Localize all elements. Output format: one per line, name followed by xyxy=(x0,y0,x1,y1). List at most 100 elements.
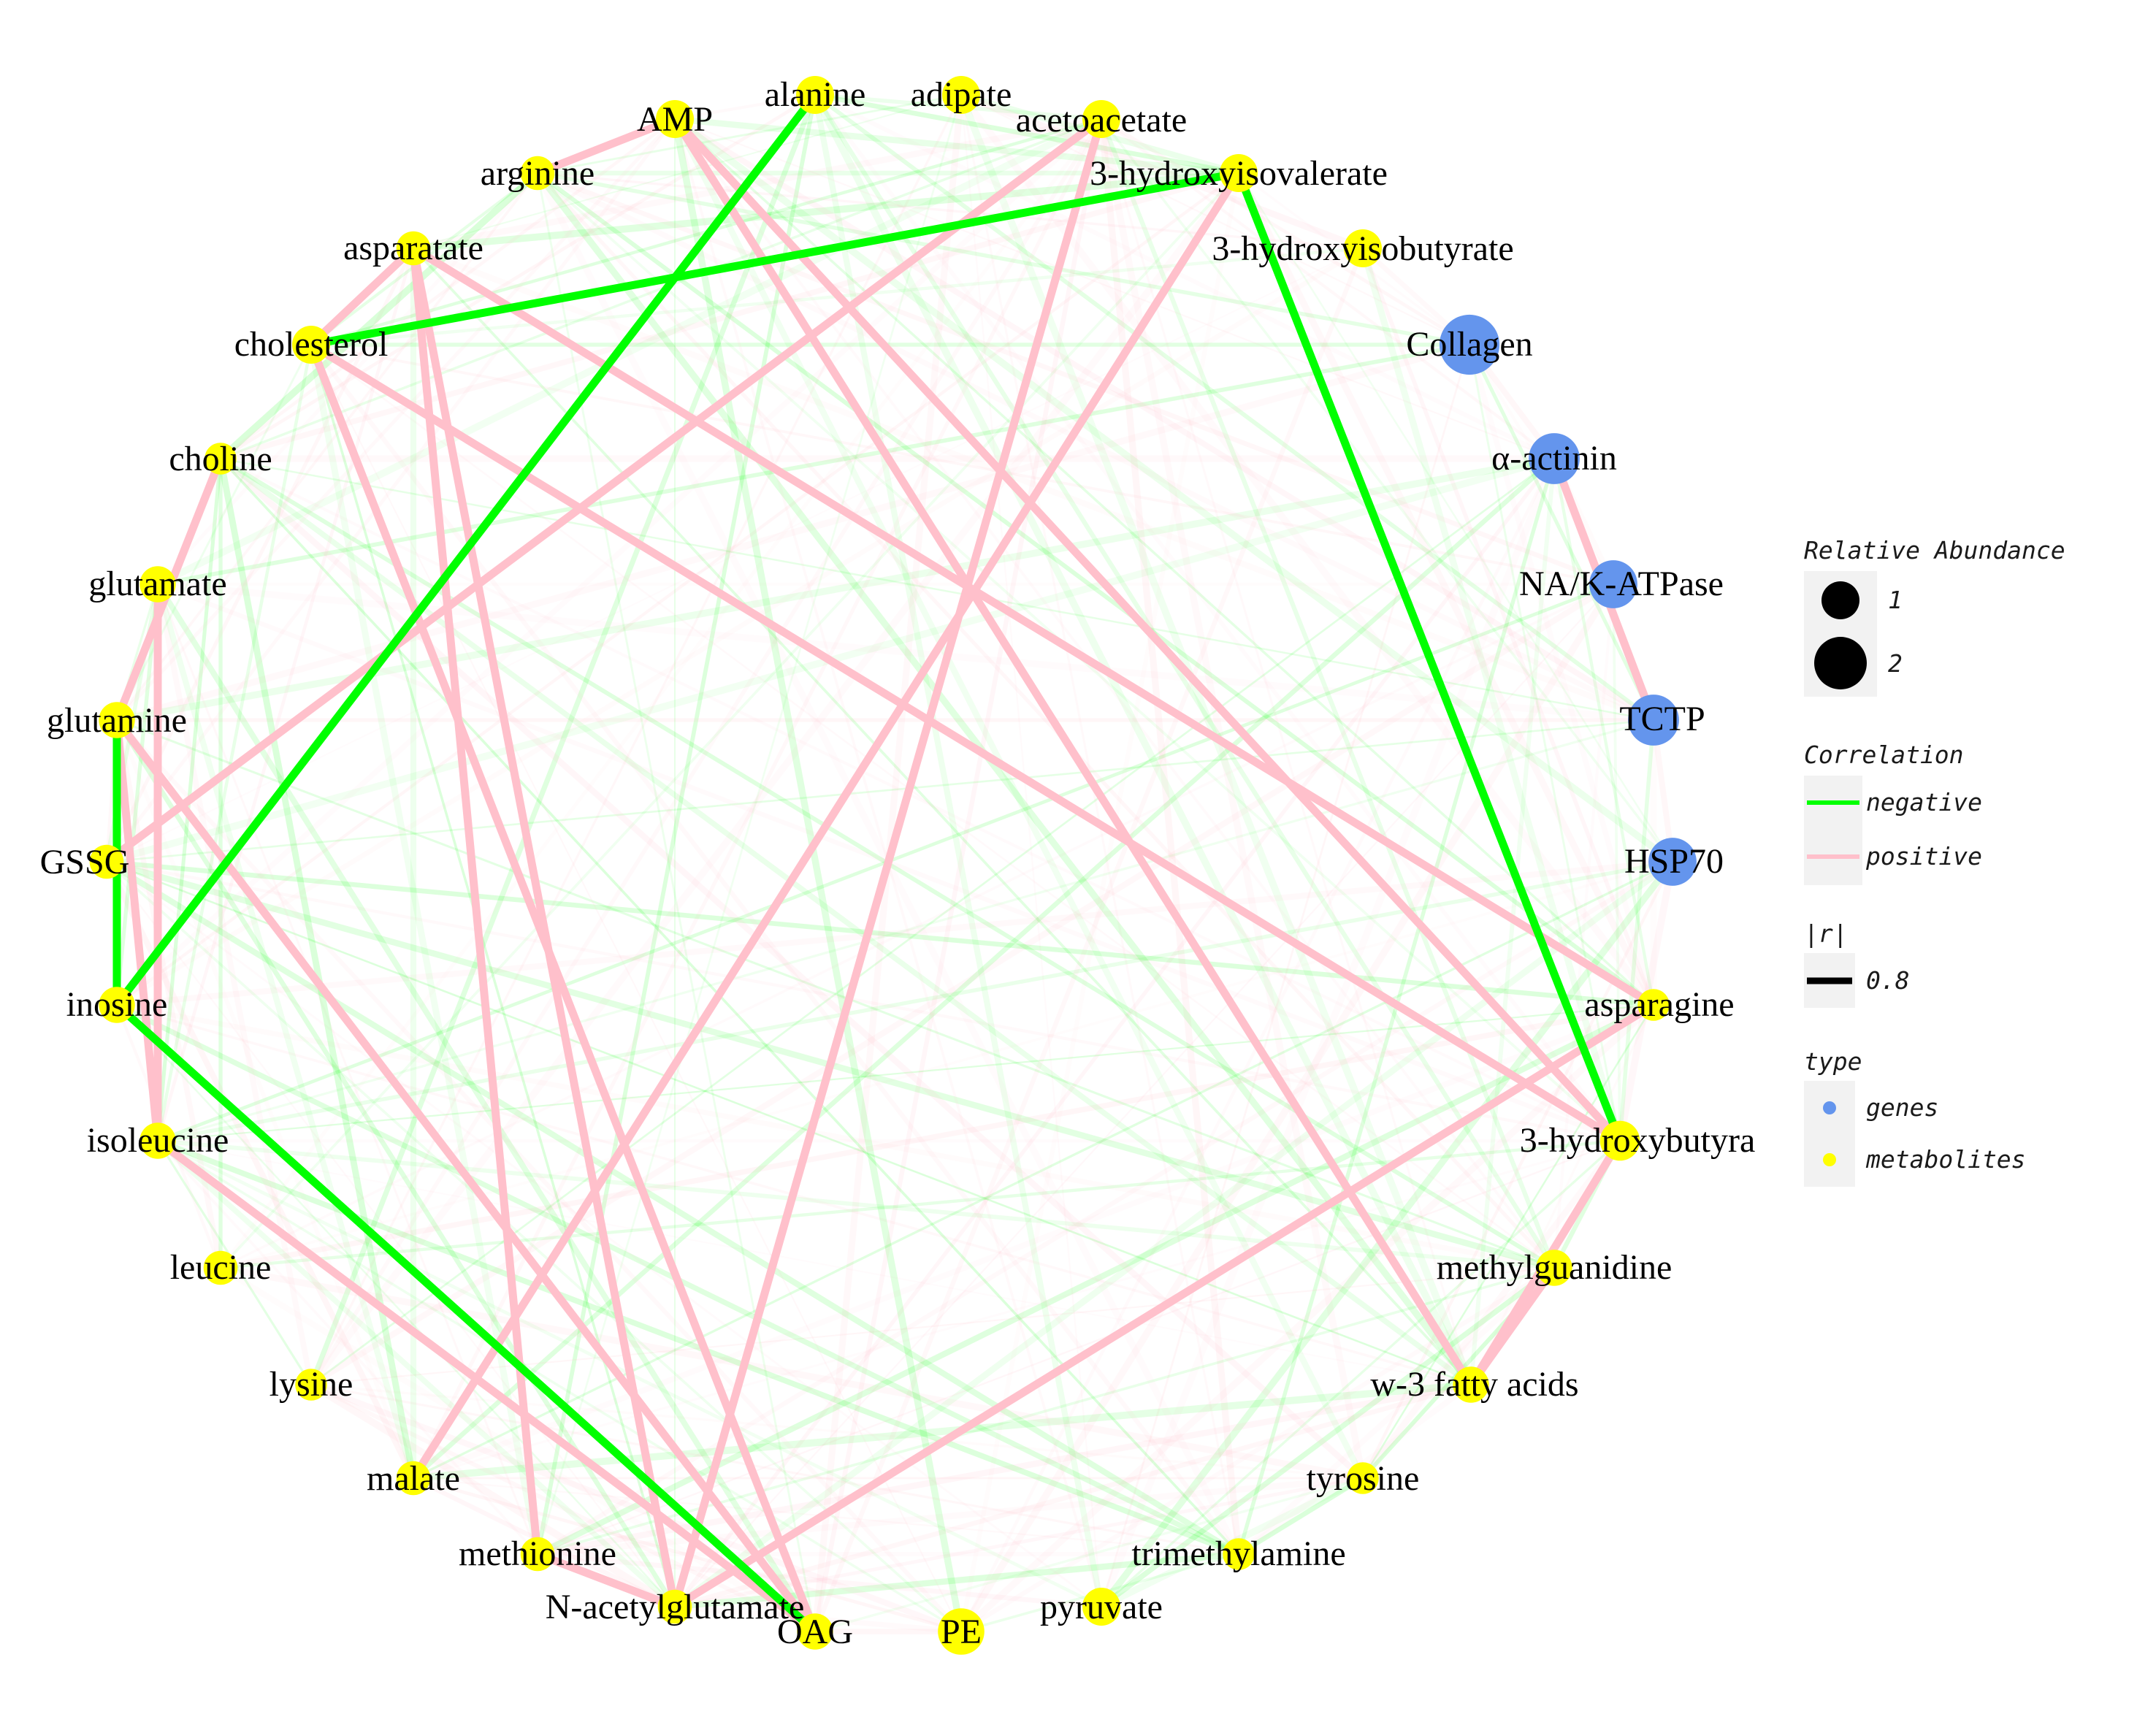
faint-edge xyxy=(106,248,1364,862)
node-label: malate xyxy=(367,1459,460,1498)
faint-edge xyxy=(412,245,1655,723)
faint-edge xyxy=(535,94,817,1555)
node-metabolites xyxy=(520,156,555,191)
node-metabolites xyxy=(99,987,135,1023)
faint-edge xyxy=(105,118,676,863)
faint-edge xyxy=(308,171,1242,1387)
faint-edge xyxy=(536,171,1655,1007)
legend-genes-label: genes xyxy=(1866,1093,1938,1122)
faint-edge xyxy=(308,93,818,1386)
node-metabolites xyxy=(657,1589,692,1624)
faint-edge xyxy=(115,584,160,1006)
edge-positive xyxy=(153,1136,819,1636)
faint-edge xyxy=(960,94,1470,345)
faint-edge xyxy=(812,118,1104,1632)
faint-edge xyxy=(156,248,416,1141)
faint-edge xyxy=(674,118,1555,459)
faint-edge xyxy=(1468,344,1621,1141)
faint-edge xyxy=(814,92,1239,176)
node-label: methylguanidine xyxy=(1437,1248,1673,1287)
faint-edge xyxy=(1361,247,1656,1006)
faint-edge xyxy=(1237,172,1674,862)
node-label: α-actinin xyxy=(1491,439,1617,478)
faint-edge xyxy=(218,456,1365,1481)
edge-positive xyxy=(409,244,1658,1009)
faint-edge xyxy=(537,93,962,175)
node-genes xyxy=(1439,314,1500,375)
legend-positive-label: positive xyxy=(1865,842,1982,871)
node-metabolites xyxy=(656,100,694,138)
node-label: 3-hydroxyisobutyrate xyxy=(1212,229,1513,268)
faint-edge xyxy=(218,456,1473,1388)
edge-positive xyxy=(409,244,679,1611)
faint-edge xyxy=(536,172,817,1632)
faint-edge xyxy=(115,172,1240,1006)
faint-edge xyxy=(674,1382,1472,1610)
node-metabolites xyxy=(1637,989,1670,1021)
faint-edge xyxy=(218,1265,817,1634)
edge-positive xyxy=(112,716,162,1145)
faint-edge xyxy=(106,860,1472,1386)
faint-edge xyxy=(310,1383,1364,1480)
node-metabolites xyxy=(396,231,431,266)
faint-edge xyxy=(115,172,539,722)
edge-positive xyxy=(670,1001,1658,1611)
node-genes xyxy=(1648,838,1697,886)
faint-edge xyxy=(673,116,1656,723)
node-label: NA/K-ATPase xyxy=(1519,565,1724,603)
faint-edge xyxy=(536,170,1655,723)
node-label: HSP70 xyxy=(1624,842,1724,881)
faint-edge xyxy=(220,1139,1621,1270)
faint-edge xyxy=(958,1002,1656,1634)
faint-edge xyxy=(537,172,1364,250)
node-metabolites xyxy=(292,326,330,364)
faint-edge xyxy=(537,1551,1102,1610)
faint-edge xyxy=(157,581,1654,724)
node-metabolites xyxy=(204,443,237,475)
node-genes xyxy=(1589,560,1637,608)
node-label: pyruvate xyxy=(1040,1588,1163,1626)
legend-size-key-1 xyxy=(1821,581,1859,619)
faint-edge xyxy=(156,172,539,586)
faint-edge xyxy=(1100,1139,1621,1608)
edge-positive xyxy=(670,115,1106,1611)
faint-edge xyxy=(674,584,1614,1607)
faint-edge xyxy=(413,1139,1621,1480)
faint-edge xyxy=(537,171,1470,347)
faint-edge xyxy=(115,246,1364,1007)
faint-edge xyxy=(156,1139,539,1556)
node-label: tyrosine xyxy=(1307,1459,1420,1498)
faint-edge xyxy=(673,118,1556,1269)
faint-edge xyxy=(813,93,1622,1142)
faint-edge xyxy=(1467,343,1656,1006)
faint-edge xyxy=(310,343,1555,1269)
faint-edge xyxy=(157,1139,962,1633)
faint-edge xyxy=(1099,1266,1556,1609)
faint-edge xyxy=(310,1382,817,1634)
legend-r-title: |r| xyxy=(1804,919,1848,948)
node-metabolites xyxy=(796,76,834,114)
faint-edge xyxy=(957,582,1617,1634)
edge-negative xyxy=(1234,169,1624,1145)
faint-edge xyxy=(536,1002,1655,1557)
faint-edge xyxy=(673,859,1675,1610)
faint-edge xyxy=(813,247,1365,1633)
faint-edge xyxy=(310,343,1614,586)
node-label: w-3 fatty acids xyxy=(1370,1365,1578,1404)
edge-positive xyxy=(307,340,1624,1145)
node-label: Collagen xyxy=(1406,325,1532,364)
edge-positive xyxy=(533,1550,679,1611)
node-label: inosine xyxy=(66,985,168,1024)
faint-edge xyxy=(156,115,1104,588)
edge-positive xyxy=(112,716,819,1636)
node-label: 3-hydroxybutyra xyxy=(1520,1121,1756,1160)
faint-edge xyxy=(1361,861,1674,1479)
legend-metabolites-label: metabolites xyxy=(1865,1145,2026,1174)
faint-edge xyxy=(106,859,1654,1008)
node-metabolites xyxy=(1082,1588,1120,1626)
faint-edge xyxy=(1100,118,1556,460)
faint-edge xyxy=(412,247,1472,1386)
faint-edge xyxy=(310,1382,963,1634)
node-metabolites xyxy=(1453,1366,1489,1403)
